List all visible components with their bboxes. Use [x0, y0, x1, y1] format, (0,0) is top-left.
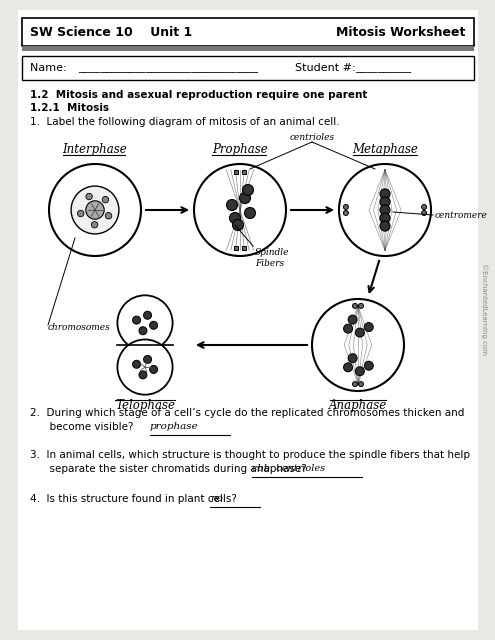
Circle shape: [105, 212, 112, 219]
Text: 1.  Label the following diagram of mitosis of an animal cell.: 1. Label the following diagram of mitosi…: [30, 117, 340, 127]
Text: 3.  In animal cells, which structure is thought to produce the spindle fibers th: 3. In animal cells, which structure is t…: [30, 450, 470, 460]
Circle shape: [344, 211, 348, 216]
Circle shape: [355, 367, 364, 376]
Text: Interphase: Interphase: [63, 143, 127, 156]
Circle shape: [380, 189, 390, 199]
Circle shape: [344, 324, 352, 333]
Circle shape: [364, 323, 373, 332]
Circle shape: [149, 365, 157, 374]
Circle shape: [78, 211, 84, 217]
Circle shape: [230, 212, 241, 223]
Text: SW Science 10    Unit 1: SW Science 10 Unit 1: [30, 26, 192, 40]
Circle shape: [245, 207, 255, 218]
Circle shape: [133, 360, 141, 368]
FancyBboxPatch shape: [22, 18, 474, 46]
Circle shape: [92, 221, 98, 228]
Bar: [242, 170, 246, 174]
Circle shape: [380, 213, 390, 223]
Text: 2.  During which stage of a cell’s cycle do the replicated chromosomes thicken a: 2. During which stage of a cell’s cycle …: [30, 408, 464, 418]
Text: separate the sister chromatids during anaphase?: separate the sister chromatids during an…: [30, 464, 313, 474]
Bar: [234, 246, 238, 250]
FancyBboxPatch shape: [22, 46, 474, 51]
Circle shape: [422, 205, 427, 209]
Circle shape: [139, 371, 147, 379]
Circle shape: [117, 339, 173, 395]
Circle shape: [243, 184, 253, 195]
Text: cbb  centrioles: cbb centrioles: [252, 464, 325, 473]
FancyBboxPatch shape: [22, 56, 474, 80]
Text: 1.2  Mitosis and asexual reproduction require one parent: 1.2 Mitosis and asexual reproduction req…: [30, 90, 367, 100]
Circle shape: [380, 205, 390, 215]
Circle shape: [133, 316, 141, 324]
Circle shape: [355, 328, 364, 337]
Circle shape: [117, 295, 173, 351]
Text: ________________________________: ________________________________: [78, 63, 258, 73]
Circle shape: [352, 381, 357, 387]
Circle shape: [352, 303, 357, 308]
Circle shape: [380, 197, 390, 207]
Text: Spindle
Fibers: Spindle Fibers: [255, 248, 290, 268]
Circle shape: [422, 211, 427, 216]
Bar: [234, 170, 238, 174]
Text: ©EnchantedLearning.com: ©EnchantedLearning.com: [480, 264, 486, 356]
Text: 1.2.1  Mitosis: 1.2.1 Mitosis: [30, 103, 109, 113]
Circle shape: [344, 205, 348, 209]
Circle shape: [233, 220, 244, 230]
Text: Metaphase: Metaphase: [352, 143, 418, 156]
Text: chromosomes: chromosomes: [48, 323, 111, 332]
Text: Mitosis Worksheet: Mitosis Worksheet: [336, 26, 465, 40]
Circle shape: [312, 299, 404, 391]
Text: 4.  Is this structure found in plant cells?: 4. Is this structure found in plant cell…: [30, 494, 244, 504]
Circle shape: [380, 221, 390, 231]
Text: prophase: prophase: [150, 422, 199, 431]
Text: become visible?: become visible?: [30, 422, 140, 432]
FancyBboxPatch shape: [18, 10, 478, 630]
Circle shape: [227, 200, 238, 211]
Circle shape: [102, 196, 108, 203]
Text: centromere: centromere: [435, 211, 488, 220]
Circle shape: [86, 193, 93, 200]
Circle shape: [194, 164, 286, 256]
Text: centrioles: centrioles: [290, 133, 335, 142]
Circle shape: [49, 164, 141, 256]
Circle shape: [149, 321, 157, 330]
Circle shape: [139, 326, 147, 335]
Circle shape: [358, 303, 363, 308]
Circle shape: [339, 164, 431, 256]
Circle shape: [240, 193, 250, 204]
Text: no: no: [210, 494, 223, 503]
Circle shape: [358, 381, 363, 387]
Text: Name:: Name:: [30, 63, 70, 73]
Circle shape: [71, 186, 119, 234]
Circle shape: [364, 361, 373, 370]
Text: Anaphase: Anaphase: [329, 399, 387, 412]
Text: Student #:: Student #:: [295, 63, 359, 73]
Circle shape: [348, 354, 357, 363]
Circle shape: [144, 355, 151, 364]
Circle shape: [344, 363, 352, 372]
Text: Telophase: Telophase: [115, 399, 175, 412]
Bar: [242, 246, 246, 250]
Circle shape: [144, 311, 151, 319]
Circle shape: [86, 201, 104, 219]
Text: __________: __________: [355, 63, 411, 73]
Text: Prophase: Prophase: [212, 143, 268, 156]
Circle shape: [348, 315, 357, 324]
